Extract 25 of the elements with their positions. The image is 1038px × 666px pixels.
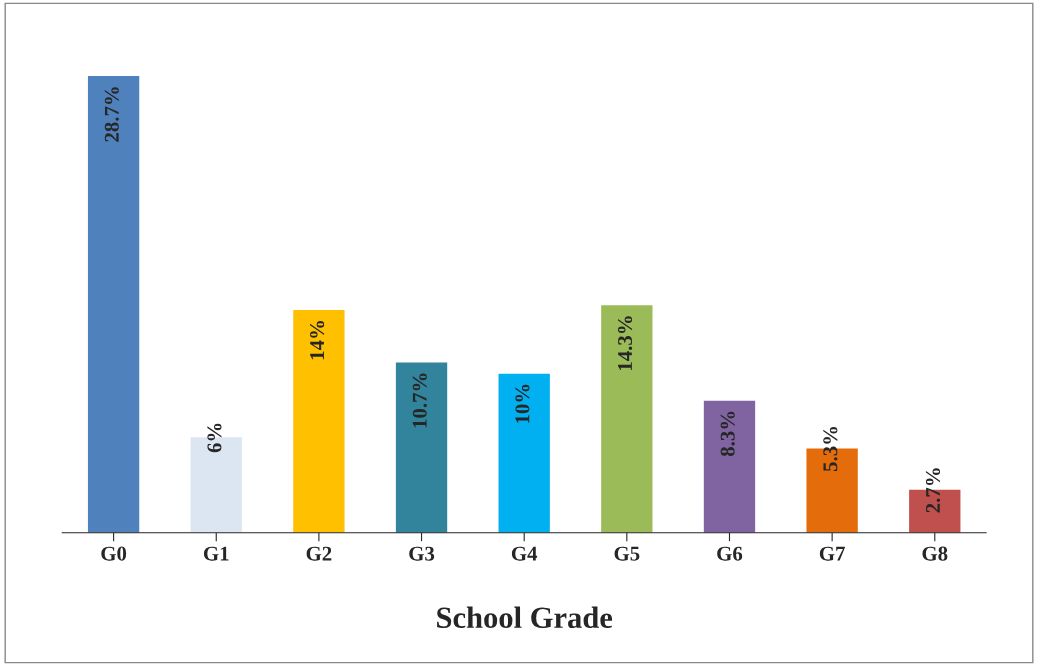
x-tick-label: G7 <box>819 546 845 561</box>
bar <box>293 310 345 533</box>
bar <box>703 400 756 533</box>
data-label: 14% <box>310 321 325 360</box>
data-label: 10% <box>515 384 530 423</box>
data-label: 28.7% <box>104 87 119 142</box>
data-label: 6% <box>207 423 222 453</box>
data-label: 8.3% <box>720 411 735 457</box>
x-tick-label: G2 <box>306 546 332 561</box>
x-tick-label: G3 <box>409 546 435 561</box>
data-label: 10.7% <box>412 373 427 428</box>
x-tick-label: G1 <box>203 546 229 561</box>
bar <box>87 76 140 533</box>
data-label: 14.3% <box>617 316 633 371</box>
x-tick-label: G5 <box>614 546 640 561</box>
data-label: 5.3% <box>823 426 838 472</box>
x-tick-label: G6 <box>717 546 743 561</box>
x-axis-title: School Grade <box>437 606 613 629</box>
bar <box>498 373 550 533</box>
x-tick-label: G0 <box>101 546 127 561</box>
x-tick-label: G4 <box>511 546 538 561</box>
data-label: 2.7% <box>925 468 941 513</box>
bar <box>395 362 448 533</box>
bar <box>601 305 653 533</box>
x-tick-label: G8 <box>922 546 948 561</box>
